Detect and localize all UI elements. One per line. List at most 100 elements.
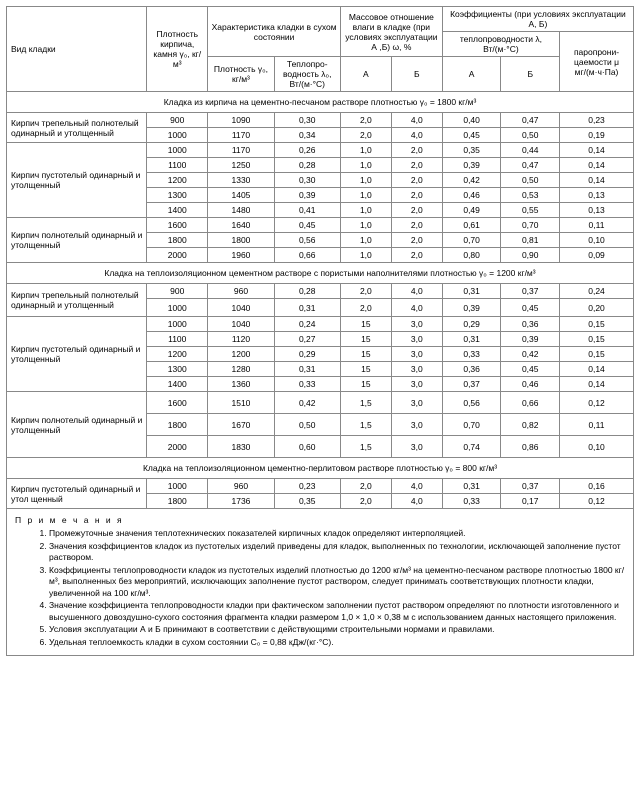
cell: 0,29: [442, 317, 501, 332]
cell: 1800: [147, 494, 208, 509]
cell: 1000: [147, 128, 208, 143]
cell: 1100: [147, 158, 208, 173]
cell: 0,47: [501, 113, 560, 128]
cell: 0,46: [501, 377, 560, 392]
cell: 0,42: [274, 392, 340, 414]
cell: 0,45: [501, 299, 560, 317]
cell: 4,0: [391, 128, 442, 143]
cell: 0,37: [501, 479, 560, 494]
cell: 0,33: [274, 377, 340, 392]
cell: 0,11: [560, 218, 634, 233]
cell: 1,5: [340, 436, 391, 458]
cell: 1,0: [340, 158, 391, 173]
cell: 1300: [147, 362, 208, 377]
cell: 1,0: [340, 188, 391, 203]
cell: 4,0: [391, 479, 442, 494]
cell: 1510: [208, 392, 274, 414]
cell: 0,39: [501, 332, 560, 347]
cell: 1000: [147, 299, 208, 317]
cell: 0,37: [501, 284, 560, 299]
cell: 2,0: [340, 479, 391, 494]
cell: 2,0: [391, 188, 442, 203]
cell: 4,0: [391, 299, 442, 317]
cell: 0,60: [274, 436, 340, 458]
cell: 960: [208, 284, 274, 299]
note-item: Коэффициенты теплопроводности кладок из …: [49, 565, 625, 599]
cell: 0,45: [442, 128, 501, 143]
cell: 0,15: [560, 317, 634, 332]
cell: 0,70: [442, 414, 501, 436]
cell: 0,33: [442, 347, 501, 362]
cell: 0,14: [560, 173, 634, 188]
cell: 0,39: [442, 299, 501, 317]
cell: 0,11: [560, 414, 634, 436]
cell: 1170: [208, 128, 274, 143]
cell: 1400: [147, 203, 208, 218]
cell: 1,0: [340, 233, 391, 248]
masonry-table: Вид кладкиПлот­ность кирпича, камня γ₀, …: [6, 6, 634, 509]
cell: 1200: [208, 347, 274, 362]
hdr-coef: Коэффициенты (при условиях эксплуатации …: [442, 7, 633, 32]
cell: 0,12: [560, 494, 634, 509]
cell: 15: [340, 377, 391, 392]
cell: 0,28: [274, 284, 340, 299]
note-item: Значение коэффициента теплопроводности к…: [49, 600, 625, 623]
cell: 1800: [208, 233, 274, 248]
cell: 0,12: [560, 392, 634, 414]
cell: 1405: [208, 188, 274, 203]
row-group-name: Кирпич полнотелый одинарный и утолщенный: [7, 218, 147, 263]
cell: 1000: [147, 479, 208, 494]
cell: 3,0: [391, 414, 442, 436]
hdr-dry-lambda: Теплопро­водность λ₀, Вт/(м·°С): [274, 57, 340, 92]
cell: 1,0: [340, 173, 391, 188]
cell: 1800: [147, 233, 208, 248]
note-item: Условия эксплуатации А и Б принимают в с…: [49, 624, 625, 635]
cell: 0,24: [560, 284, 634, 299]
cell: 0,44: [501, 143, 560, 158]
cell: 900: [147, 284, 208, 299]
cell: 1,5: [340, 414, 391, 436]
cell: 3,0: [391, 332, 442, 347]
cell: 2,0: [391, 158, 442, 173]
cell: 0,80: [442, 248, 501, 263]
cell: 1640: [208, 218, 274, 233]
cell: 0,14: [560, 158, 634, 173]
cell: 1800: [147, 414, 208, 436]
row-group-name: Кирпич трепельный полнотелый одинарный и…: [7, 284, 147, 317]
cell: 0,66: [501, 392, 560, 414]
cell: 0,30: [274, 173, 340, 188]
cell: 0,36: [501, 317, 560, 332]
cell: 0,50: [501, 128, 560, 143]
cell: 0,23: [560, 113, 634, 128]
cell: 0,10: [560, 436, 634, 458]
cell: 0,41: [274, 203, 340, 218]
notes-title: П р и м е ч а н и я: [15, 515, 625, 526]
cell: 2,0: [391, 248, 442, 263]
cell: 1,0: [340, 143, 391, 158]
notes-block: П р и м е ч а н и я Промежуточные значен…: [6, 509, 634, 656]
cell: 0,16: [560, 479, 634, 494]
cell: 1090: [208, 113, 274, 128]
cell: 0,19: [560, 128, 634, 143]
cell: 0,39: [274, 188, 340, 203]
hdr-moist-b: Б: [391, 57, 442, 92]
cell: 1100: [147, 332, 208, 347]
row-group-name: Кирпич трепельный полнотелый одинарный и…: [7, 113, 147, 143]
cell: 1360: [208, 377, 274, 392]
cell: 0,42: [501, 347, 560, 362]
cell: 3,0: [391, 317, 442, 332]
cell: 0,56: [274, 233, 340, 248]
cell: 0,45: [274, 218, 340, 233]
cell: 4,0: [391, 494, 442, 509]
note-item: Удельная теплоемкость кладки в сухом сос…: [49, 637, 625, 648]
cell: 0,31: [274, 362, 340, 377]
cell: 1736: [208, 494, 274, 509]
row-group-name: Кирпич пустотелый одинарный и утолщенный: [7, 143, 147, 218]
notes-list: Промежуточные значения теплотехнических …: [35, 528, 625, 648]
hdr-density: Плот­ность кирпича, камня γ₀, кг/м³: [147, 7, 208, 92]
cell: 1170: [208, 143, 274, 158]
cell: 0,81: [501, 233, 560, 248]
cell: 0,90: [501, 248, 560, 263]
row-group-name: Кирпич пустотелый одинарный и утолщенный: [7, 317, 147, 392]
cell: 1040: [208, 299, 274, 317]
